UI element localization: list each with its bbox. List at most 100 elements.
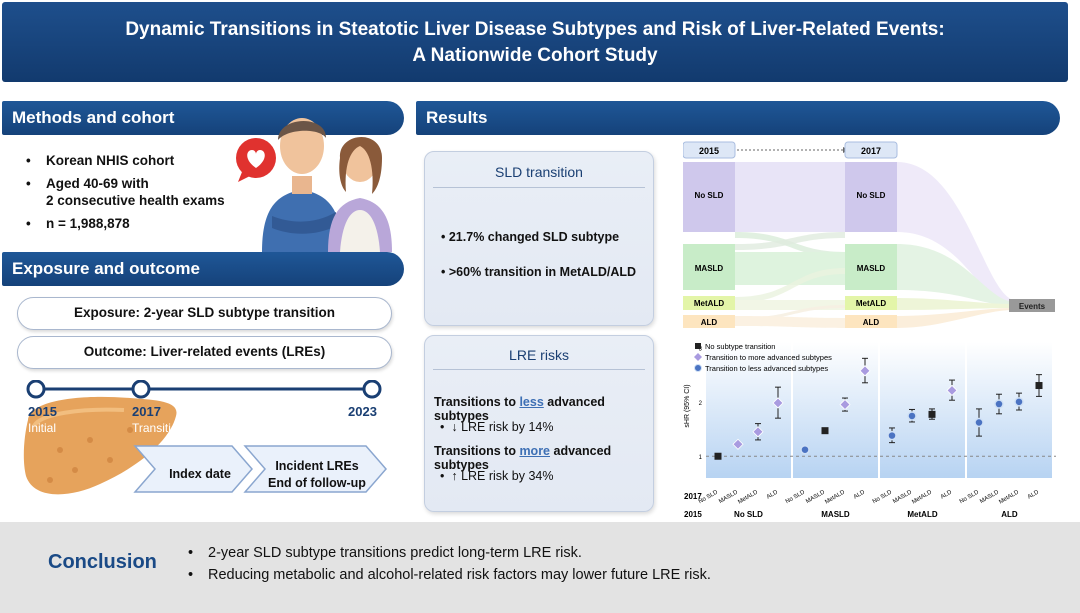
heading-text: Transitions to [434, 444, 520, 458]
point-marker [821, 427, 829, 435]
methods-title: Methods and cohort [12, 108, 175, 127]
methods-bullet: n = 1,988,878 [26, 215, 225, 232]
sld-item-text: 21.7% changed SLD subtype [448, 230, 620, 244]
lre-card-title: LRE risks [509, 347, 569, 363]
woman-figure-icon [328, 136, 392, 252]
bullet-text: Aged 40-69 with [46, 176, 149, 191]
timeline-desc-initial: Initial [28, 421, 57, 435]
timeline-node-2017 [131, 380, 151, 399]
bullet-text: Korean NHIS cohort [46, 153, 175, 168]
timeline-year-2015: 2015 [28, 404, 57, 419]
flow-masld-events [897, 244, 1013, 306]
conclusion-title: Conclusion [48, 551, 157, 573]
node-right-ald [845, 315, 897, 328]
timeline-node-2015 [26, 380, 46, 399]
forest-panel [967, 342, 1052, 478]
conclusion-list: 2-year SLD subtype transitions predict l… [188, 544, 711, 588]
node-label: MetALD [856, 299, 886, 308]
point-marker [907, 411, 917, 421]
incident-chevron [243, 445, 387, 493]
up-arrow-icon: ↑ [451, 469, 458, 483]
year-box-2015 [683, 141, 736, 159]
y-axis-label: sHR (95% CI) [684, 384, 691, 427]
exposure-section-header: Exposure and outcome [2, 252, 404, 286]
point-marker [800, 444, 810, 455]
row-label-2015: 2015 [684, 510, 702, 519]
sld-item: • 21.7% changed SLD subtype [441, 230, 620, 244]
point-marker [1014, 397, 1024, 407]
heart-bubble-icon [236, 138, 276, 182]
point-marker [752, 426, 764, 438]
forest-plot: 1 2 3 No subtype transition Transition to m… [684, 342, 1056, 519]
outcome-pill: Outcome: Liver-related events (LREs) [17, 336, 392, 369]
node-label: ALD [863, 318, 880, 327]
methods-bullets: Korean NHIS cohort Aged 40-69 with 2 cons… [26, 152, 225, 238]
index-date-label: Index date [169, 467, 231, 481]
methods-bullet: Aged 40-69 with 2 consecutive health exam… [26, 175, 225, 209]
tick-label: ALD [766, 489, 780, 500]
man-figure-icon [262, 118, 342, 252]
heading-text: advanced subtypes [434, 395, 605, 423]
heading-highlight: less [519, 395, 544, 409]
results-section-header: Results [416, 101, 1060, 135]
point-marker [1035, 382, 1043, 390]
index-date-chevron [133, 445, 253, 493]
tick-label: MetALD [911, 489, 933, 505]
legend-marker [694, 353, 702, 361]
card-divider [433, 369, 645, 370]
conclusion-item: Reducing metabolic and alcohol-related r… [188, 566, 711, 584]
title-banner: Dynamic Transitions in Steatotic Liver D… [2, 2, 1068, 82]
timeline-year-2023: 2023 [348, 404, 377, 419]
tick-label: No SLD [872, 489, 894, 505]
sld-transition-card: SLD transition • 21.7% changed SLD subty… [424, 151, 654, 326]
timeline-graphic [23, 380, 387, 495]
point-marker [772, 397, 784, 409]
point-marker [887, 430, 897, 441]
node-left-ald [683, 315, 735, 328]
tick-label: MASLD [718, 489, 739, 505]
card-divider [433, 187, 645, 188]
more-advanced-heading: Transitions to more advanced subtypes [434, 444, 653, 472]
events-label: Events [1019, 302, 1046, 311]
y-tick-label: 1 [699, 455, 703, 461]
less-advanced-heading: Transitions to less advanced subtypes [434, 395, 653, 423]
flow-ald-ald [735, 316, 845, 328]
flow-metald-masld [735, 268, 845, 303]
node-label: MASLD [695, 264, 724, 273]
tick-label: MASLD [805, 489, 826, 505]
incident-label: Incident LREs End of follow-up [262, 458, 372, 492]
tick-label: ALD [940, 489, 954, 500]
couple-illustration [236, 118, 392, 252]
outcome-label: Outcome: Liver-related events (LREs) [83, 344, 326, 359]
tick-label: MetALD [824, 489, 846, 505]
node-label: MetALD [694, 299, 724, 308]
forest-panel [793, 342, 878, 478]
methods-bullet: Korean NHIS cohort [26, 152, 225, 169]
sankey-diagram: 2015 2017 No SLD MASLD MetALD ALD No SLD… [683, 141, 1055, 328]
tick-label: MASLD [979, 489, 1000, 505]
row-label-2017: 2017 [684, 492, 702, 501]
point-marker [946, 384, 958, 396]
sankey-year-2017: 2017 [861, 146, 881, 156]
sankey-year-2015: 2015 [699, 146, 719, 156]
node-label: No SLD [857, 191, 886, 200]
tick-label: MASLD [892, 489, 913, 505]
point-marker [859, 365, 871, 377]
flow-masld-masld [735, 252, 845, 285]
node-label: ALD [701, 318, 718, 327]
year-box-2017 [844, 141, 898, 159]
node-right-metald [845, 296, 897, 310]
bullet-text: 2 consecutive health exams [46, 193, 225, 208]
y-tick-label: 3 [699, 346, 703, 352]
point-marker [839, 398, 851, 411]
conclusion-item: 2-year SLD subtype transitions predict l… [188, 544, 711, 562]
node-right-nosld [845, 162, 897, 232]
y-tick-label: 2 [699, 401, 703, 407]
node-left-masld [683, 244, 735, 290]
flow-ald-events [897, 308, 1013, 328]
tick-label: MetALD [998, 489, 1020, 505]
node-right-masld [845, 244, 897, 290]
timeline-desc-transition: Transition assessment [132, 421, 252, 435]
flow-nosld-nosld [735, 162, 845, 232]
tick-label: No SLD [959, 489, 981, 505]
